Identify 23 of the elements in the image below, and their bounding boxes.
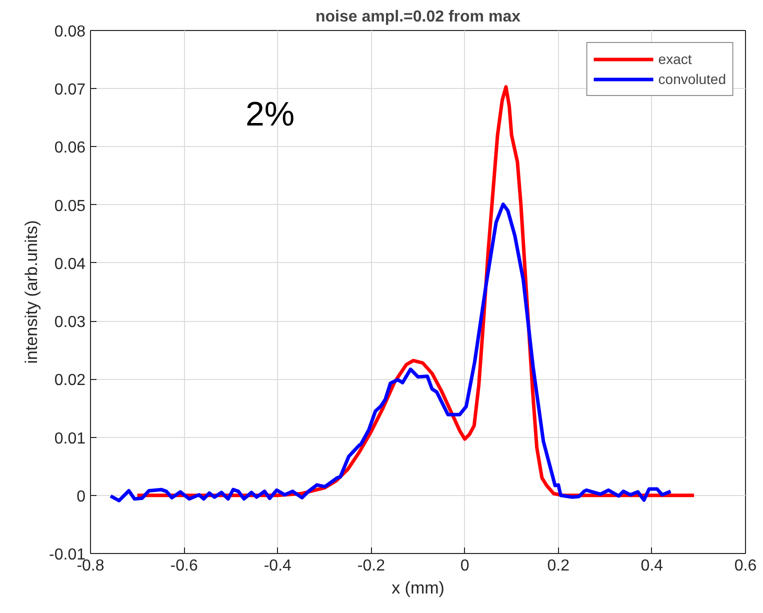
line-series	[108, 202, 672, 502]
y-tick-label: 0.08	[54, 24, 86, 40]
x-tick-label: -0.6	[170, 558, 198, 574]
x-tick-label: 0.2	[547, 558, 570, 574]
y-tick-label: 0.06	[54, 140, 86, 157]
chart-title: noise ampl.=0.02 from max	[316, 8, 521, 26]
x-axis-title: x (mm)	[392, 578, 444, 598]
annotation: 2%	[246, 96, 295, 134]
legend-label: convoluted	[658, 71, 726, 87]
legend-label: exact	[658, 51, 692, 67]
y-tick-label: 0.02	[54, 372, 86, 390]
y-axis-title: intensity (arb.units)	[22, 220, 42, 364]
y-tick-label: 0	[76, 488, 86, 506]
y-tick-label: 0.07	[54, 82, 86, 99]
y-tick-label: 0.04	[54, 256, 86, 273]
y-tick-label: 0.01	[54, 430, 86, 448]
x-tick-label: -0.2	[357, 558, 386, 574]
x-tick-label: 0.6	[734, 558, 757, 574]
x-tick-label: -0.4	[264, 558, 292, 574]
x-tick-label: 0	[460, 558, 470, 574]
y-tick-label: 0.03	[54, 314, 86, 332]
x-tick-label: 0.4	[640, 558, 664, 574]
y-tick-label: 0.05	[54, 198, 86, 215]
